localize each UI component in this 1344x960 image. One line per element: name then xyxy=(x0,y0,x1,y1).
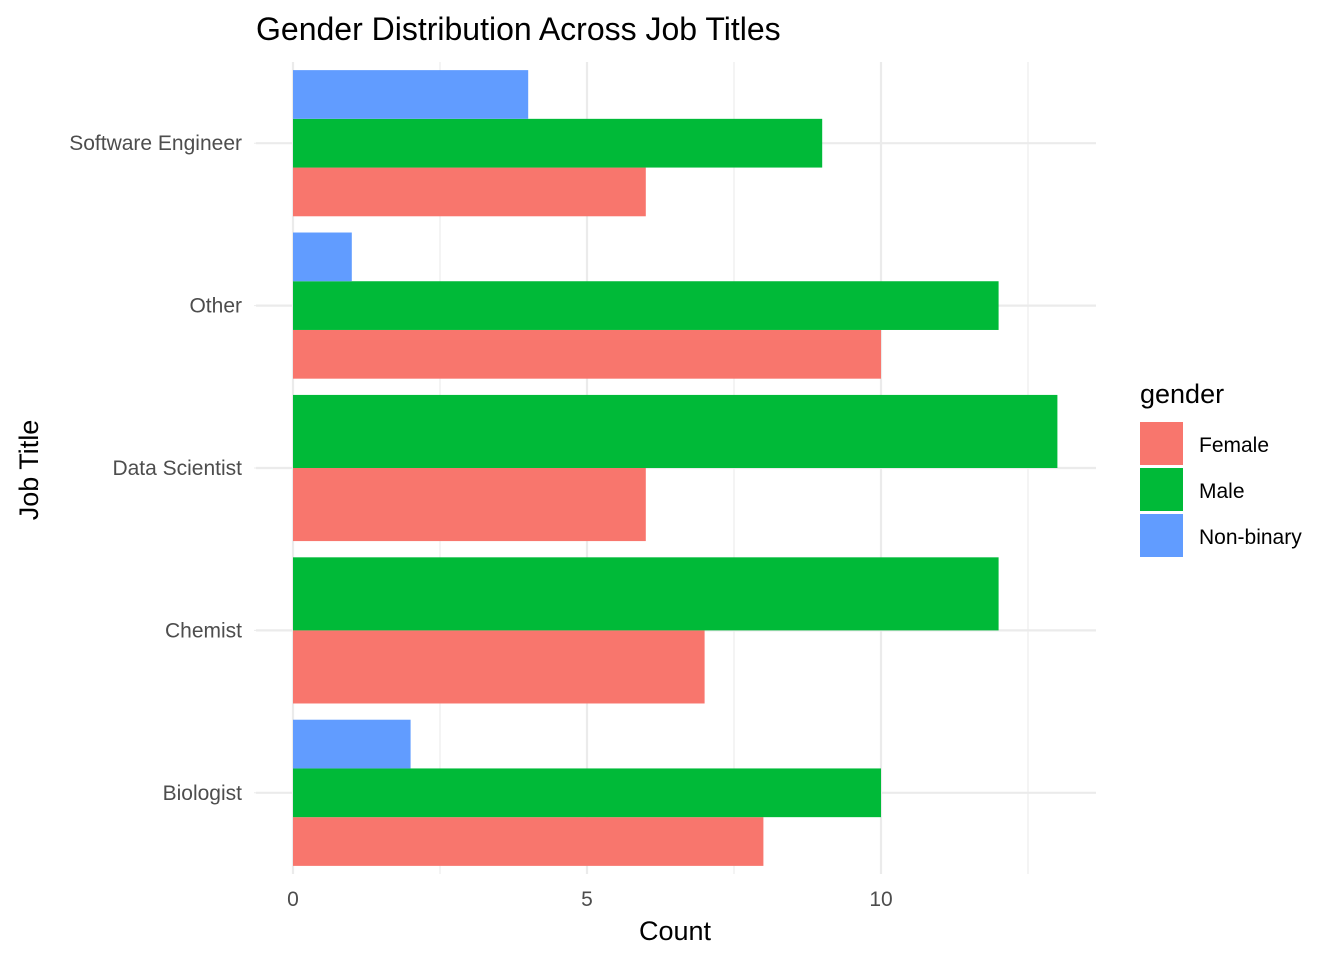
legend-key-male xyxy=(1140,468,1183,511)
bar-female-data-scientist xyxy=(293,468,646,542)
legend-label: Male xyxy=(1199,480,1245,503)
bar-female-biologist xyxy=(293,817,764,866)
y-tick-label: Data Scientist xyxy=(112,457,242,480)
y-tick-label: Chemist xyxy=(165,619,242,642)
x-tick-label: 10 xyxy=(869,888,892,911)
bar-male-other xyxy=(293,281,999,330)
y-tick-label: Software Engineer xyxy=(69,132,242,155)
bar-male-data-scientist xyxy=(293,394,1058,468)
bar-female-other xyxy=(293,329,881,379)
bar-male-chemist xyxy=(293,557,999,631)
bar-non-binary-other xyxy=(293,232,352,282)
bar-female-chemist xyxy=(293,630,705,704)
bars xyxy=(293,70,1058,866)
bar-female-software-engineer xyxy=(293,167,646,217)
y-tick-label: Biologist xyxy=(163,782,243,805)
legend-label: Non-binary xyxy=(1199,526,1302,549)
x-axis-ticks: 0 5 10 xyxy=(287,888,893,911)
legend-key-non-binary xyxy=(1140,514,1183,557)
legend-label: Female xyxy=(1199,434,1269,457)
y-axis-title: Job Title xyxy=(14,420,44,521)
legend: gender Female Male Non-binary xyxy=(1140,379,1302,557)
legend-items: Female Male Non-binary xyxy=(1140,422,1302,557)
x-tick-label: 5 xyxy=(581,888,593,911)
legend-title: gender xyxy=(1140,379,1224,409)
x-axis-title: Count xyxy=(639,916,712,946)
y-axis-ticks: Biologist Chemist Data Scientist Other Softw… xyxy=(69,132,256,805)
bar-male-biologist xyxy=(293,768,881,818)
chart-title: Gender Distribution Across Job Titles xyxy=(256,11,781,47)
bar-male-software-engineer xyxy=(293,118,823,168)
bar-non-binary-biologist xyxy=(293,719,411,769)
y-tick-label: Other xyxy=(189,295,242,318)
bar-non-binary-software-engineer xyxy=(293,70,529,119)
legend-key-female xyxy=(1140,422,1183,465)
x-tick-label: 0 xyxy=(287,888,299,911)
